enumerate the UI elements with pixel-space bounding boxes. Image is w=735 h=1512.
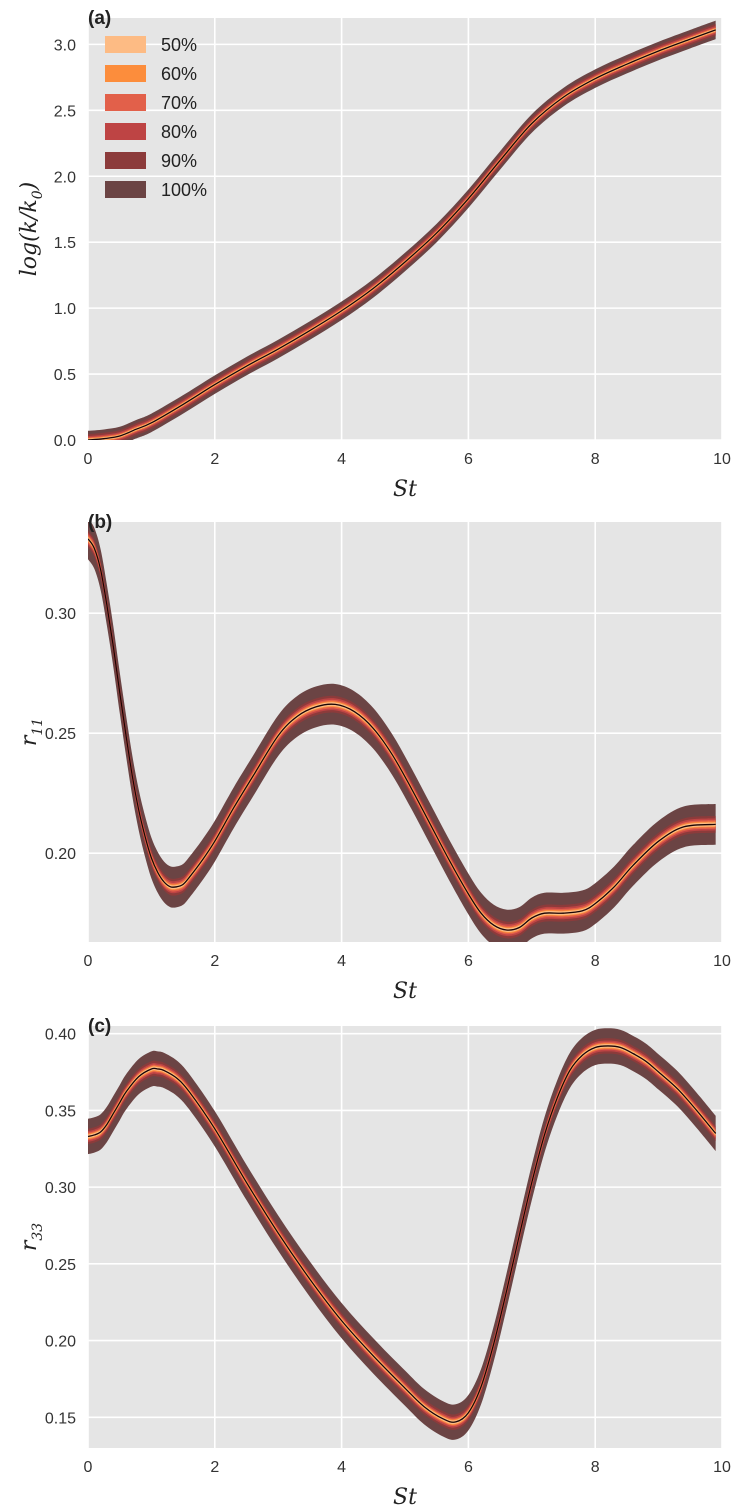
x-tick-label: 8 [591, 953, 600, 970]
y-axis-label: r33 [17, 1223, 46, 1251]
x-tick-label: 6 [464, 1459, 473, 1476]
y-tick-label: 0.5 [54, 367, 76, 384]
x-tick-label: 6 [464, 953, 473, 970]
x-tick-label: 6 [464, 451, 473, 468]
y-tick-label: 1.0 [54, 301, 76, 318]
panel-label: (a) [88, 8, 111, 29]
legend-swatch [105, 65, 146, 82]
legend-swatch [105, 152, 146, 169]
y-tick-label: 0.20 [45, 846, 76, 863]
panel-label: (b) [88, 512, 112, 533]
y-tick-label: 2.5 [54, 103, 76, 120]
x-tick-label: 10 [713, 451, 731, 468]
legend: 50% 60% 70% 80% 90% 100% [105, 35, 207, 200]
y-tick-label: 0.25 [45, 1257, 76, 1274]
legend-label: 90% [161, 151, 197, 171]
y-tick-label: 0.30 [45, 606, 76, 623]
legend-label: 60% [161, 64, 197, 84]
y-tick-label: 0.30 [45, 1180, 76, 1197]
y-axis-label: log(k/k0) [17, 182, 46, 277]
y-tick-label: 0.20 [45, 1334, 76, 1351]
legend-label: 50% [161, 35, 197, 55]
legend-label: 100% [161, 180, 207, 200]
median-line [88, 1045, 717, 1423]
x-tick-label: 8 [591, 1459, 600, 1476]
panel-c: 0 2 4 6 8 10 0.15 0.20 0.25 0.30 0.35 0.40 St r33 (c) [17, 1016, 731, 1510]
y-tick-label: 2.0 [54, 169, 76, 186]
x-tick-label: 10 [713, 953, 731, 970]
y-tick-label: 3.0 [54, 37, 76, 54]
y-tick-label: 1.5 [54, 235, 76, 252]
legend-swatch [105, 123, 146, 140]
x-tick-label: 10 [713, 1459, 731, 1476]
legend-swatch [105, 94, 146, 111]
x-tick-label: 2 [210, 953, 219, 970]
x-axis-label: St [393, 477, 417, 502]
median-line [88, 29, 716, 440]
x-axis-label: St [393, 979, 417, 1004]
x-tick-label: 4 [337, 953, 346, 970]
x-tick-label: 8 [591, 451, 600, 468]
x-tick-label: 0 [84, 451, 93, 468]
x-tick-label: 2 [210, 451, 219, 468]
y-tick-label: 0.15 [45, 1410, 76, 1427]
x-tick-label: 2 [210, 1459, 219, 1476]
x-tick-label: 0 [84, 1459, 93, 1476]
x-tick-label: 0 [84, 953, 93, 970]
plot-background [88, 18, 722, 440]
legend-swatch [105, 181, 146, 198]
y-tick-label: 0.35 [45, 1103, 76, 1120]
panel-label: (c) [88, 1016, 111, 1037]
y-tick-label: 0.0 [54, 433, 76, 450]
y-axis-label: r11 [17, 718, 46, 746]
panel-a: 0 2 4 6 8 10 0.0 0.5 1.0 1.5 2.0 2.5 3.0 St log(k/k0) (… [17, 8, 731, 502]
legend-swatch [105, 36, 146, 53]
legend-label: 70% [161, 93, 197, 113]
median-line [88, 538, 716, 931]
panel-b: 0 2 4 6 8 10 0.20 0.25 0.30 St r11 (b) [17, 512, 731, 1004]
y-tick-label: 0.40 [45, 1027, 76, 1044]
x-tick-label: 4 [337, 451, 346, 468]
y-tick-label: 0.25 [45, 726, 76, 743]
legend-label: 80% [161, 122, 197, 142]
x-axis-label: St [393, 1485, 417, 1510]
x-tick-label: 4 [337, 1459, 346, 1476]
